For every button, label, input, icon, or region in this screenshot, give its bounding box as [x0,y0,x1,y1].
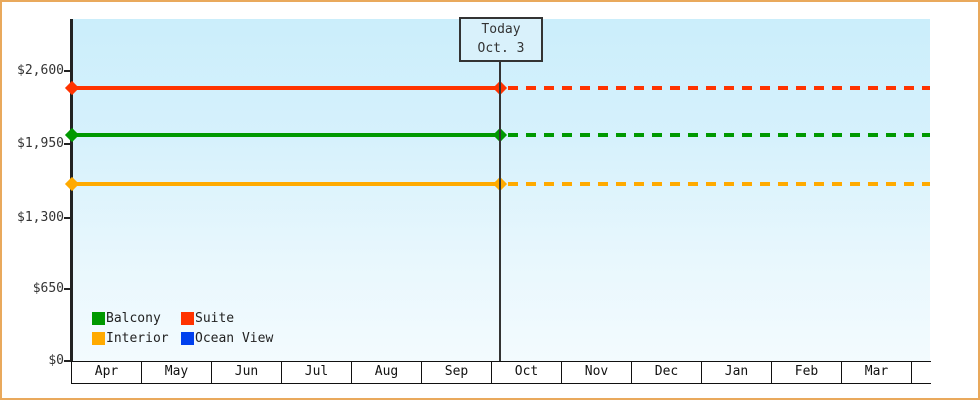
y-tick-label: $1,300 [17,210,64,225]
x-axis-month-band: Apr May Jun Jul Aug Sep Oct Nov Dec Jan … [71,361,931,384]
price-line-suite-projected [508,86,930,90]
month-cell: Aug [351,362,421,383]
today-vertical-line [499,61,501,361]
today-marker-box: Today Oct. 3 [459,17,543,62]
month-cell: Sep [421,362,491,383]
month-band-filler [911,362,931,383]
y-tick [64,217,72,219]
legend: Balcony Suite Interior Ocean View [92,312,273,345]
month-cell: Dec [631,362,701,383]
y-tick [64,360,72,362]
month-cell: Jul [281,362,351,383]
price-line-balcony-projected [508,133,930,137]
month-cell: Oct [491,362,561,383]
today-label: Today [481,22,521,37]
legend-label: Ocean View [195,331,274,346]
y-tick [64,288,72,290]
month-cell: Jun [211,362,281,383]
y-tick-label: $0 [48,353,64,368]
interior-swatch-icon [92,332,105,345]
price-line-interior-projected [508,182,930,186]
y-tick-label: $650 [32,281,64,296]
balcony-swatch-icon [92,312,105,325]
legend-item-balcony: Balcony [92,312,181,325]
ocean-view-swatch-icon [181,332,194,345]
month-cell: Nov [561,362,631,383]
y-tick [64,143,72,145]
plot-area [73,19,930,361]
legend-item-suite: Suite [181,312,273,325]
month-cell: Jan [701,362,771,383]
legend-item-interior: Interior [92,332,181,345]
month-cell: Apr [71,362,141,383]
y-tick [64,70,72,72]
suite-swatch-icon [181,312,194,325]
legend-item-ocean-view: Ocean View [181,332,273,345]
legend-label: Balcony [106,311,161,326]
month-cell: Mar [841,362,911,383]
legend-label: Suite [195,311,235,326]
legend-label: Interior [106,331,169,346]
price-line-interior-actual [72,182,500,186]
month-cell: Feb [771,362,841,383]
y-tick-label: $2,600 [17,63,64,78]
month-cell: May [141,362,211,383]
price-line-suite-actual [72,86,500,90]
y-tick-label: $1,950 [17,136,64,151]
today-date: Oct. 3 [477,41,525,56]
price-line-balcony-actual [72,133,500,137]
